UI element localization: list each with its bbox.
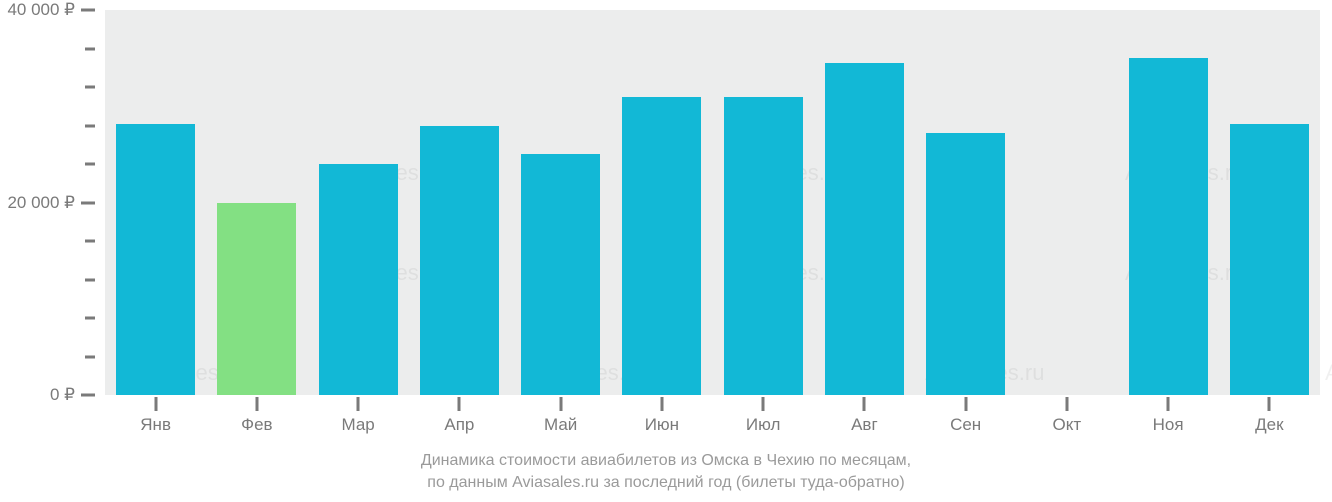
x-tick-label: Июл: [746, 415, 781, 435]
x-tick-label: Фев: [241, 415, 272, 435]
bar: [926, 133, 1005, 395]
y-minor-tick-mark: [85, 124, 95, 127]
bar-slot: [1219, 10, 1320, 395]
y-minor-tick-mark: [85, 86, 95, 89]
x-tick: Янв: [105, 395, 206, 435]
bar: [420, 126, 499, 396]
bar-slot: [1016, 10, 1117, 395]
x-tick-mark: [458, 397, 461, 411]
x-tick-mark: [1268, 397, 1271, 411]
bar-slot: [915, 10, 1016, 395]
x-tick-mark: [255, 397, 258, 411]
x-tick: Ноя: [1118, 395, 1219, 435]
bar-slot: [409, 10, 510, 395]
x-tick: Апр: [409, 395, 510, 435]
x-tick-mark: [762, 397, 765, 411]
x-tick: Мар: [308, 395, 409, 435]
bar: [1230, 124, 1309, 395]
chart-caption-line2: по данным Aviasales.ru за последний год …: [0, 474, 1332, 492]
x-tick: Май: [510, 395, 611, 435]
x-tick-label: Ноя: [1153, 415, 1184, 435]
y-tick-label: 20 000 ₽: [7, 193, 75, 213]
x-tick-mark: [1065, 397, 1068, 411]
bar: [116, 124, 195, 395]
x-tick-mark: [863, 397, 866, 411]
x-tick-mark: [1167, 397, 1170, 411]
x-tick: Июн: [611, 395, 712, 435]
x-tick-label: Дек: [1255, 415, 1283, 435]
x-tick: Сен: [915, 395, 1016, 435]
bar: [724, 97, 803, 395]
x-tick-label: Янв: [140, 415, 171, 435]
bar-slot: [105, 10, 206, 395]
bar-slot: [611, 10, 712, 395]
bar: [622, 97, 701, 395]
y-axis: 0 ₽20 000 ₽40 000 ₽: [0, 10, 105, 395]
x-tick-label: Сен: [950, 415, 981, 435]
bar-slot: [713, 10, 814, 395]
y-minor-tick-mark: [85, 355, 95, 358]
watermark-text: Aviasales.ru: [1325, 360, 1332, 386]
bar: [521, 154, 600, 395]
y-tick-mark: [81, 394, 95, 397]
bar-slot: [814, 10, 915, 395]
bar-slot: [1118, 10, 1219, 395]
y-minor-tick-mark: [85, 278, 95, 281]
bar-slot: [308, 10, 409, 395]
x-tick-label: Авг: [851, 415, 878, 435]
bar: [319, 164, 398, 395]
x-tick: Авг: [814, 395, 915, 435]
x-tick-label: Июн: [645, 415, 679, 435]
x-tick-label: Апр: [444, 415, 474, 435]
x-tick: Июл: [713, 395, 814, 435]
x-tick: Дек: [1219, 395, 1320, 435]
bar: [217, 203, 296, 396]
y-minor-tick-mark: [85, 317, 95, 320]
y-tick-mark: [81, 9, 95, 12]
x-tick: Окт: [1016, 395, 1117, 435]
bar-slot: [206, 10, 307, 395]
x-tick-mark: [660, 397, 663, 411]
x-tick-mark: [154, 397, 157, 411]
y-minor-tick-mark: [85, 163, 95, 166]
y-tick-label: 40 000 ₽: [7, 0, 75, 20]
bar: [825, 63, 904, 395]
bar: [1129, 58, 1208, 395]
x-axis: Янв Фев Мар Апр Май Июн Июл Авг Сен Окт Ноя Дек: [105, 395, 1320, 435]
chart-caption-line1: Динамика стоимости авиабилетов из Омска …: [0, 452, 1332, 470]
price-by-month-chart: Aviasales.ruAviasales.ruAviasales.ruAvia…: [0, 0, 1332, 502]
bars-container: [105, 10, 1320, 395]
y-tick-mark: [81, 201, 95, 204]
x-tick-label: Май: [544, 415, 577, 435]
plot-area: Aviasales.ruAviasales.ruAviasales.ruAvia…: [105, 10, 1320, 395]
x-tick: Фев: [206, 395, 307, 435]
x-tick-mark: [964, 397, 967, 411]
x-tick-mark: [357, 397, 360, 411]
y-minor-tick-mark: [85, 240, 95, 243]
x-tick-label: Мар: [341, 415, 374, 435]
x-tick-label: Окт: [1053, 415, 1082, 435]
x-tick-mark: [559, 397, 562, 411]
y-minor-tick-mark: [85, 47, 95, 50]
y-tick-label: 0 ₽: [50, 385, 75, 405]
bar-slot: [510, 10, 611, 395]
